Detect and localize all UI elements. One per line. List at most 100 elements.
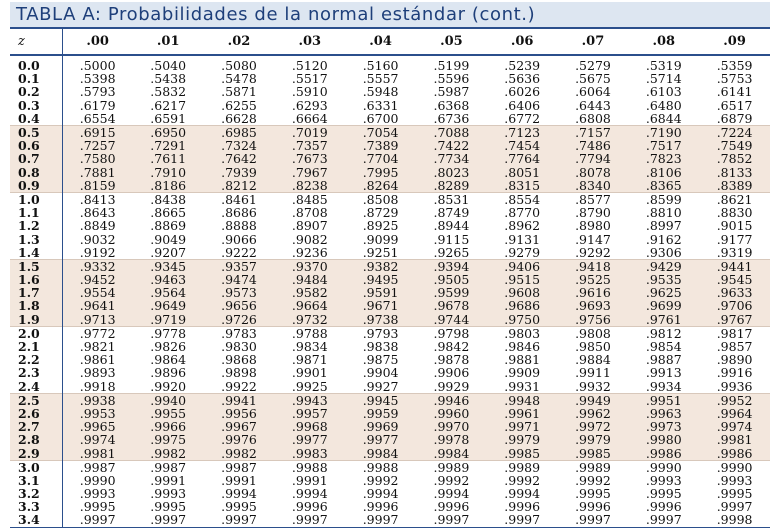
z-value-cell: 1.1 — [10, 206, 63, 220]
probability-cell: .9834 — [291, 339, 328, 355]
probability-cell: .6772 — [504, 110, 541, 126]
probability-cell: .5948 — [362, 84, 399, 100]
probability-cell: .9996 — [362, 499, 399, 515]
table-header: z .00 .01 .02 .03 .04 .05 .06 .07 .08 .0… — [10, 29, 770, 56]
probability-cell: .8133 — [699, 165, 770, 179]
probability-cell: .9981 — [62, 446, 133, 461]
z-value-cell: 1.4 — [10, 245, 63, 260]
probability-cell: .9319 — [716, 244, 753, 260]
z-value-cell: 2.6 — [10, 406, 63, 421]
probability-cell: .9992 — [433, 472, 470, 488]
probability-cell: .7967 — [274, 165, 346, 179]
probability-cell: .7823 — [628, 152, 700, 166]
probability-cell: .5871 — [221, 84, 257, 100]
table-row: 2.2 .9861 .9864 .9868 .9871 .9875 .9878 .9881 .9… — [10, 352, 770, 368]
probability-cell: .5199 — [433, 58, 470, 74]
probability-cell: .9931 — [504, 378, 541, 394]
probability-cell: .9608 — [486, 286, 558, 300]
probability-cell: .9986 — [699, 446, 770, 461]
probability-cell: .9525 — [557, 273, 629, 287]
probability-cell: .9535 — [628, 273, 700, 287]
probability-cell: .7054 — [345, 124, 416, 140]
probability-cell: .9963 — [628, 406, 700, 421]
probability-cell: .9306 — [645, 244, 682, 260]
table-row: 1.0.8413.8438.8461.8485.8508.8531.8554.8… — [10, 191, 770, 207]
probability-cell: .9032 — [79, 231, 116, 247]
probability-cell: .9656 — [203, 299, 275, 313]
probability-cell: .5279 — [575, 58, 611, 74]
probability-cell: .9893 — [79, 365, 116, 381]
probability-cell: .9995 — [645, 486, 682, 502]
probability-cell: .5319 — [645, 58, 682, 74]
probability-cell: .7019 — [274, 124, 346, 140]
header-row: z .00 .01 .02 .03 .04 .05 .06 .07 .08 .0… — [10, 29, 770, 56]
column-header: .08 — [628, 29, 700, 56]
table-row: 1.6.9452.9463.9474.9484.9495.9505.9515.9… — [10, 273, 770, 287]
probability-cell: .9982 — [132, 446, 204, 461]
table-title: TABLA A: Probabilidades de la normal est… — [10, 2, 770, 29]
probability-cell: .6293 — [291, 97, 328, 113]
probability-cell: .9564 — [132, 286, 204, 300]
z-value-cell: 3.2 — [10, 487, 63, 501]
probability-cell: .9706 — [699, 299, 770, 313]
probability-cell: .9345 — [132, 258, 204, 273]
probability-cell: .9582 — [274, 286, 346, 300]
probability-cell: .9941 — [203, 392, 275, 407]
probability-cell: .9756 — [557, 312, 629, 327]
probability-cell: .8508 — [345, 191, 416, 207]
probability-cell: .8051 — [486, 165, 558, 179]
probability-cell: .9875 — [362, 352, 399, 368]
probability-cell: .9906 — [433, 365, 470, 381]
probability-cell: .9994 — [433, 486, 470, 502]
table-row: 3.4.9997.9997.9997.9997.9997.9997.9997.9… — [10, 513, 770, 528]
probability-cell: .9591 — [345, 286, 416, 300]
probability-cell: .9857 — [716, 339, 753, 355]
probability-cell: .8665 — [150, 205, 187, 221]
probability-cell: .9981 — [699, 433, 770, 447]
probability-cell: .5596 — [433, 71, 470, 87]
probability-cell: .7580 — [62, 152, 133, 166]
probability-cell: .9082 — [291, 231, 328, 247]
probability-cell: .7224 — [699, 124, 770, 140]
probability-cell: .9966 — [132, 420, 204, 434]
probability-cell: .9887 — [645, 352, 682, 368]
probability-cell: .9515 — [486, 273, 558, 287]
probability-cell: .9995 — [575, 486, 611, 502]
probability-cell: .8849 — [79, 218, 116, 234]
probability-cell: .9545 — [699, 273, 770, 287]
probability-cell: .9474 — [203, 273, 275, 287]
probability-cell: .5910 — [291, 84, 328, 100]
probability-cell: .9969 — [345, 420, 416, 434]
probability-cell: .8888 — [221, 218, 257, 234]
table-row: 0.0 .5000 .5040 .5080 .5120 .5160 .5199 .5239 .5… — [10, 55, 770, 74]
probability-cell: .7454 — [486, 139, 558, 153]
probability-cell: .9987 — [203, 459, 275, 474]
probability-cell: .8599 — [628, 191, 700, 207]
probability-cell: .8212 — [203, 178, 275, 193]
table-row: 3.2 .9993 .9993 .9994 .9994 .9994 .9994 .9994 .9… — [10, 486, 770, 502]
probability-cell: .9977 — [274, 433, 346, 447]
probability-cell: .9994 — [291, 486, 328, 502]
probability-cell: .9990 — [79, 472, 116, 488]
probability-cell: .9878 — [433, 352, 470, 368]
table-body: 0.0.5000.5040.5080.5120.5160.5199.5239.5… — [10, 55, 770, 528]
column-header: .04 — [345, 29, 416, 56]
probability-cell: .9973 — [628, 420, 700, 434]
probability-cell: .9812 — [628, 325, 700, 340]
probability-cell: .9772 — [62, 325, 133, 340]
probability-cell: .9989 — [486, 459, 558, 474]
probability-cell: .9719 — [132, 312, 204, 327]
probability-cell: .9940 — [132, 392, 204, 407]
probability-cell: .7291 — [132, 139, 204, 153]
probability-cell: .9793 — [345, 325, 416, 340]
table-row: 0.4 .6554 .6591 .6628 .6664 .6700 .6736 .6772 .6… — [10, 110, 770, 126]
probability-cell: .9649 — [132, 299, 204, 313]
probability-cell: .9357 — [203, 258, 275, 273]
probability-cell: .9993 — [150, 486, 187, 502]
probability-cell: .5239 — [504, 58, 541, 74]
probability-cell: .9418 — [557, 258, 629, 273]
probability-cell: .9991 — [150, 472, 187, 488]
probability-cell: .5793 — [79, 84, 116, 100]
probability-cell: .9868 — [221, 352, 257, 368]
probability-cell: .8023 — [415, 165, 487, 179]
